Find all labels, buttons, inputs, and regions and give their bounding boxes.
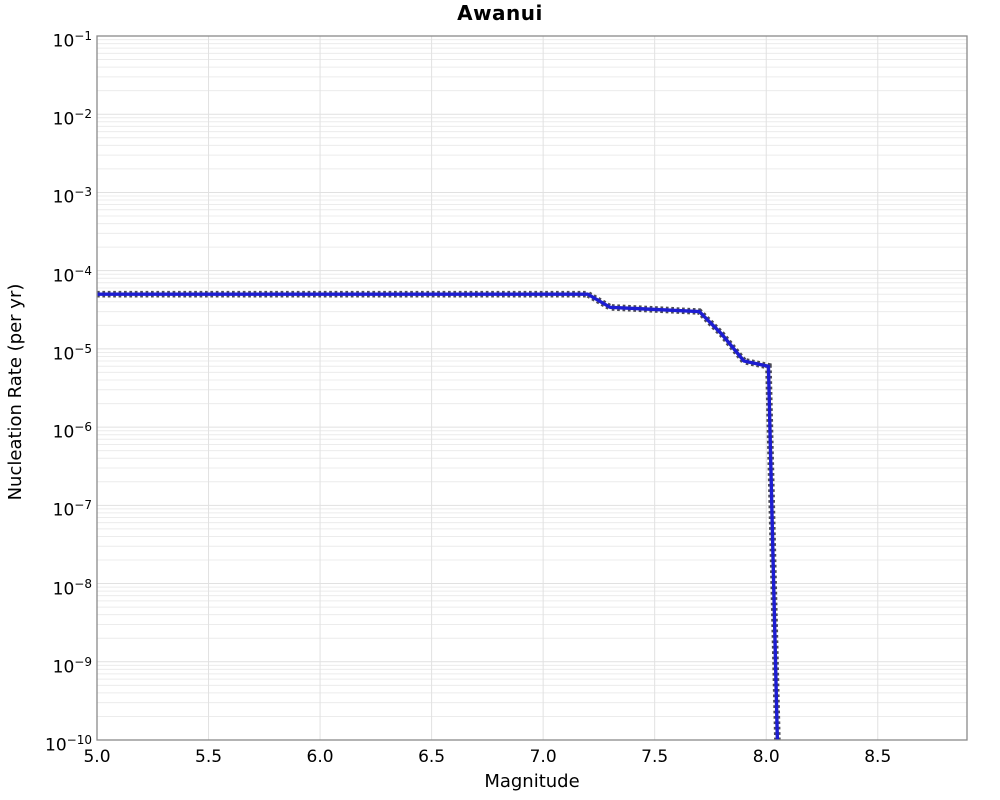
y-tick-label: 10−4 (52, 263, 92, 287)
y-tick-label: 10−6 (52, 420, 92, 443)
y-tick-label: 10−1 (52, 29, 92, 52)
y-tick-label: 10−5 (52, 341, 92, 365)
y-tick-label: 10−2 (52, 107, 92, 130)
x-tick-label: 6.5 (418, 747, 446, 767)
x-tick-label: 8.5 (864, 747, 892, 767)
y-tick-label: 10−3 (52, 185, 92, 209)
x-tick-label: 6.0 (306, 747, 334, 767)
series-line (97, 292, 780, 740)
y-tick-label: 10−10 (45, 733, 92, 756)
x-tick-label: 7.0 (529, 747, 557, 767)
x-axis-label: Magnitude (484, 771, 580, 792)
y-tick-label: 10−9 (52, 654, 92, 678)
x-tick-label: 8.0 (752, 747, 780, 767)
plot-frame (96, 35, 968, 741)
x-tick-label: 5.5 (195, 747, 223, 767)
chart-title: Awanui (457, 1, 543, 25)
y-tick-label: 10−7 (52, 498, 92, 521)
y-axis-label: Nucleation Rate (per yr) (5, 283, 26, 501)
x-tick-label: 7.5 (641, 747, 669, 767)
x-tick-label: 5.0 (83, 747, 111, 767)
y-tick-label: 10−8 (52, 576, 92, 600)
plot-background (97, 36, 967, 740)
